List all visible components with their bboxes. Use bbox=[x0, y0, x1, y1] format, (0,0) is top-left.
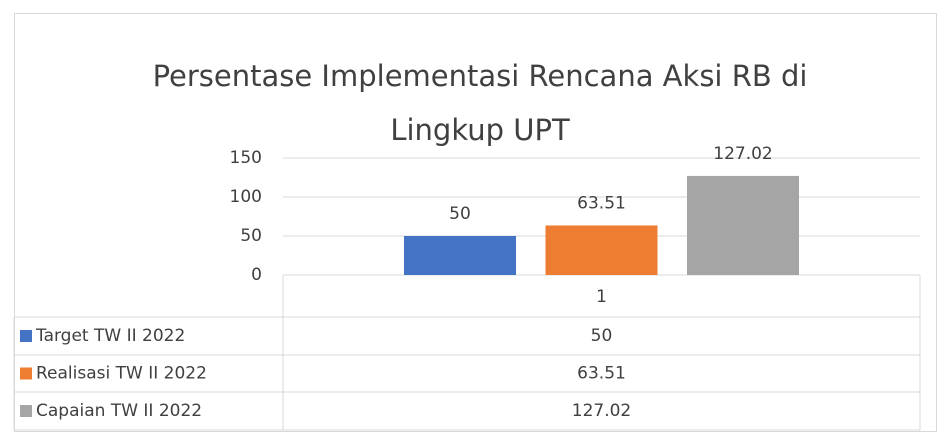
data-label: 63.51 bbox=[577, 193, 626, 213]
data-label: 50 bbox=[449, 204, 471, 224]
legend-label: Realisasi TW II 2022 bbox=[36, 364, 207, 384]
y-tick-label: 150 bbox=[230, 148, 262, 168]
table-value: 63.51 bbox=[577, 364, 626, 384]
y-tick-label: 50 bbox=[240, 226, 262, 246]
table-value: 50 bbox=[591, 326, 613, 346]
legend-key bbox=[20, 367, 32, 380]
bar bbox=[545, 225, 658, 275]
legend-key bbox=[20, 330, 32, 342]
legend-key bbox=[20, 405, 32, 417]
chart-title: Lingkup UPT bbox=[390, 113, 570, 147]
legend-label: Capaian TW II 2022 bbox=[36, 401, 202, 421]
y-tick-label: 0 bbox=[251, 265, 262, 285]
legend-label: Target TW II 2022 bbox=[35, 326, 185, 346]
table-value: 127.02 bbox=[572, 401, 631, 421]
chart-title: Persentase Implementasi Rencana Aksi RB … bbox=[153, 59, 808, 93]
data-label: 127.02 bbox=[713, 144, 772, 164]
y-tick-label: 100 bbox=[230, 187, 262, 207]
bar bbox=[687, 175, 799, 275]
bar bbox=[404, 236, 516, 275]
x-tick-label: 1 bbox=[596, 287, 607, 307]
